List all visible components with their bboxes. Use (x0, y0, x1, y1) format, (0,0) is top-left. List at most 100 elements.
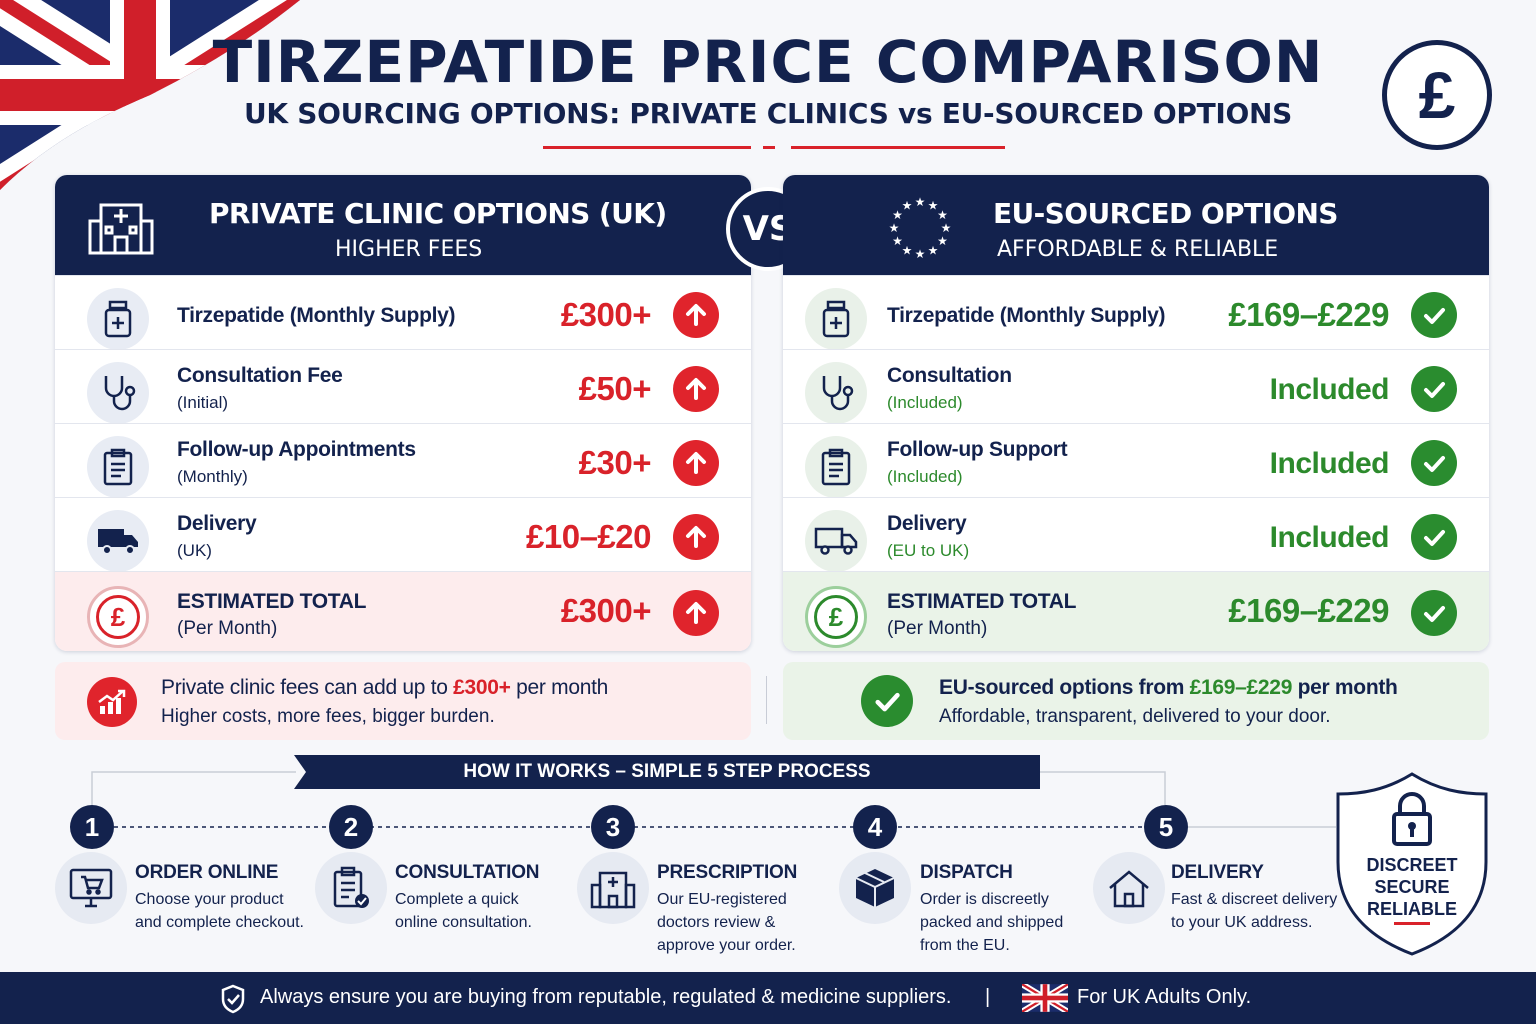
step-title: DISPATCH (920, 862, 1013, 883)
right-row-price: Included (1269, 447, 1390, 480)
uk-flag-icon (1020, 981, 1070, 1017)
delivery-truck-icon (87, 510, 149, 572)
eu-sourced-header: ★ ★ ★ ★ ★ ★ ★ ★ ★ ★ ★ ★ EU-SOURCED OPTIONS AFFORDAB… (783, 175, 1489, 275)
footer-bar: Always ensure you are buying from reputa… (0, 972, 1536, 1024)
left-row-price: £10–£20 (526, 518, 651, 555)
process-connector-lines (91, 771, 1336, 828)
medicine-bottle-icon (805, 288, 867, 350)
shield-line: DISCREET (1366, 855, 1458, 875)
eu-star: ★ (915, 247, 926, 261)
note-text-b: per month (510, 676, 609, 699)
left-row-label: Delivery (177, 512, 257, 535)
hospital-icon (87, 195, 155, 262)
right-total-sub: (Per Month) (887, 618, 988, 639)
step-number: 5 (1144, 805, 1188, 849)
check-icon (1411, 590, 1457, 636)
step-number: 4 (853, 805, 897, 849)
shield-line: RELIABLE (1367, 899, 1457, 919)
step-desc: Choose your product and complete checkou… (135, 888, 304, 934)
private-clinic-note-sub: Higher costs, more fees, bigger burden. (161, 706, 495, 727)
right-row-label: Delivery (887, 512, 967, 535)
left-total-price: £300+ (560, 592, 652, 629)
step-desc-line: to your UK address. (1171, 914, 1313, 931)
footer-separator: | (985, 986, 991, 1008)
right-row-consultation: Consultation (Included) Included (783, 349, 1489, 424)
private-clinic-note: Private clinic fees can add up to £300+ … (55, 662, 751, 740)
left-row-delivery: Delivery (UK) £10–£20 (55, 497, 751, 572)
shield-text: DISCREET SECURE RELIABLE (1334, 854, 1490, 920)
eu-star: ★ (937, 208, 948, 222)
step-title: CONSULTATION (395, 862, 540, 883)
process-title: HOW IT WORKS – SIMPLE 5 STEP PROCESS (463, 761, 871, 782)
right-row-label: Consultation (887, 364, 1012, 387)
step-desc: Fast & discreet delivery to your UK addr… (1171, 888, 1337, 934)
left-row-followup: Follow-up Appointments (Monthly) £30+ (55, 423, 751, 498)
check-icon (1411, 440, 1457, 486)
step-number: 1 (70, 805, 114, 849)
pound-coin-icon: £ (87, 586, 149, 648)
step-desc: Order is discreetly packed and shipped f… (920, 888, 1063, 957)
uk-flag-corner (0, 0, 300, 190)
note-divider (766, 676, 767, 724)
right-row-medication: Tirzepatide (Monthly Supply) £169–£229 (783, 275, 1489, 350)
eu-sourced-note: EU-sourced options from £169–£229 per mo… (783, 662, 1489, 740)
clipboard-check-icon (315, 852, 387, 924)
footer-disclaimer: Always ensure you are buying from reputa… (260, 986, 952, 1008)
left-row-price: £30+ (578, 444, 652, 481)
left-row-price: £300+ (560, 296, 652, 333)
step-desc-line: Order is discreetly (920, 891, 1049, 908)
title-divider-right (791, 146, 1005, 149)
note-text-a: Private clinic fees can add up to (161, 676, 454, 699)
step-title: DELIVERY (1171, 862, 1264, 883)
eu-sourced-subtitle: AFFORDABLE & RELIABLE (997, 237, 1279, 262)
private-clinic-panel: PRIVATE CLINIC OPTIONS (UK) HIGHER FEES … (55, 175, 751, 651)
left-row-price: £50+ (578, 370, 652, 407)
note-text-a: EU-sourced options from (939, 676, 1190, 699)
left-row-sub: (Monthly) (177, 467, 248, 486)
right-row-label: Follow-up Support (887, 438, 1068, 461)
step-desc-line: Fast & discreet delivery (1171, 891, 1338, 908)
private-clinic-note-text: Private clinic fees can add up to £300+ … (161, 676, 608, 700)
note-highlight: £300+ (453, 676, 511, 699)
eu-star: ★ (941, 221, 952, 235)
right-row-price: £169–£229 (1228, 296, 1389, 333)
cart-monitor-icon (55, 852, 127, 924)
check-icon (1411, 292, 1457, 338)
eu-star: ★ (928, 198, 939, 212)
shield-line: SECURE (1374, 877, 1450, 897)
step-desc-line: and complete checkout. (135, 914, 304, 931)
left-row-medication: Tirzepatide (Monthly Supply) £300+ (55, 275, 751, 350)
step-desc-line: approve your order. (657, 937, 796, 954)
step-desc-line: packed and shipped (920, 914, 1064, 931)
clipboard-icon (87, 436, 149, 498)
package-icon (839, 852, 911, 924)
private-clinic-header: PRIVATE CLINIC OPTIONS (UK) HIGHER FEES (55, 175, 751, 275)
stethoscope-icon (805, 362, 867, 424)
left-total-label: ESTIMATED TOTAL (177, 590, 367, 613)
eu-sourced-panel: ★ ★ ★ ★ ★ ★ ★ ★ ★ ★ ★ ★ EU-SOURCED OPTIONS AFFORDAB… (783, 175, 1489, 651)
footer-age-notice: For UK Adults Only. (1077, 986, 1252, 1008)
eu-star: ★ (928, 244, 939, 258)
right-row-label: Tirzepatide (Monthly Supply) (887, 304, 1166, 327)
right-row-sub: (EU to UK) (887, 541, 970, 560)
eu-star: ★ (892, 208, 903, 222)
medicine-bottle-icon (87, 288, 149, 350)
pound-icon: £ (1382, 40, 1492, 150)
step-desc-line: online consultation. (395, 914, 532, 931)
note-highlight: £169–£229 (1189, 676, 1293, 699)
house-icon (1093, 852, 1165, 924)
right-row-price: Included (1269, 373, 1390, 406)
page-subtitle: UK SOURCING OPTIONS: PRIVATE CLINICS vs … (243, 97, 1293, 130)
step-desc-line: Complete a quick (395, 891, 519, 908)
title-divider-left (543, 146, 751, 149)
left-row-label: Consultation Fee (177, 364, 343, 387)
stethoscope-icon (87, 362, 149, 424)
eu-star: ★ (902, 198, 913, 212)
step-desc: Complete a quick online consultation. (395, 888, 532, 934)
eu-star: ★ (902, 244, 913, 258)
eu-star: ★ (915, 195, 926, 209)
left-row-sub: (UK) (177, 541, 212, 560)
left-row-sub: (Initial) (177, 393, 229, 412)
right-row-sub: (Included) (887, 393, 963, 412)
up-arrow-icon (673, 292, 719, 338)
